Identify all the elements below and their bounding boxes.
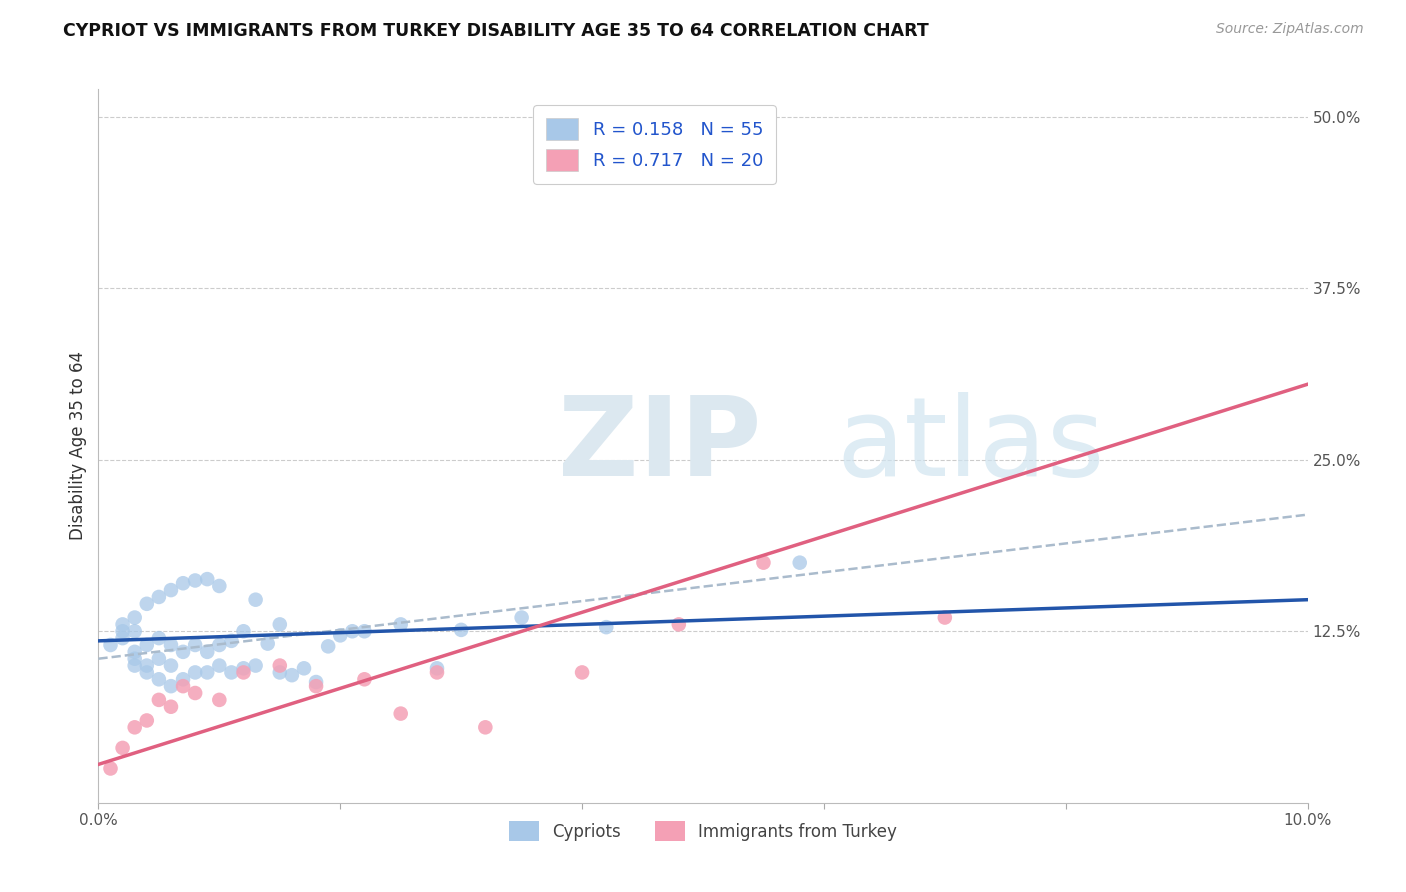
Point: [184, 686, 207, 700]
Point: [426, 661, 449, 675]
Point: [752, 556, 775, 570]
Point: [353, 673, 375, 687]
Point: [474, 720, 496, 734]
Point: [292, 661, 315, 675]
Point: [124, 651, 146, 665]
Point: [305, 675, 328, 690]
Point: [148, 673, 170, 687]
Point: [124, 720, 146, 734]
Point: [450, 623, 472, 637]
Point: [256, 637, 278, 651]
Point: [172, 576, 194, 591]
Point: [160, 699, 183, 714]
Point: [172, 645, 194, 659]
Point: [668, 617, 690, 632]
Point: [281, 668, 304, 682]
Text: atlas: atlas: [837, 392, 1105, 500]
Point: [329, 628, 352, 642]
Point: [148, 631, 170, 645]
Point: [172, 673, 194, 687]
Point: [389, 706, 412, 721]
Point: [148, 693, 170, 707]
Text: Source: ZipAtlas.com: Source: ZipAtlas.com: [1216, 22, 1364, 37]
Point: [342, 624, 364, 639]
Point: [160, 638, 183, 652]
Point: [160, 583, 183, 598]
Point: [221, 665, 243, 680]
Y-axis label: Disability Age 35 to 64: Disability Age 35 to 64: [69, 351, 87, 541]
Point: [232, 665, 254, 680]
Point: [208, 693, 231, 707]
Point: [208, 658, 231, 673]
Point: [208, 579, 231, 593]
Point: [595, 620, 617, 634]
Point: [124, 624, 146, 639]
Point: [148, 590, 170, 604]
Point: [135, 597, 157, 611]
Point: [195, 572, 218, 586]
Point: [135, 658, 157, 673]
Point: [184, 665, 207, 680]
Point: [571, 665, 593, 680]
Point: [160, 658, 183, 673]
Point: [111, 617, 134, 632]
Point: [269, 665, 291, 680]
Point: [184, 574, 207, 588]
Point: [353, 624, 375, 639]
Point: [269, 617, 291, 632]
Point: [208, 638, 231, 652]
Point: [124, 645, 146, 659]
Point: [221, 633, 243, 648]
Point: [135, 638, 157, 652]
Point: [111, 631, 134, 645]
Point: [269, 658, 291, 673]
Point: [135, 714, 157, 728]
Point: [305, 679, 328, 693]
Point: [232, 661, 254, 675]
Text: CYPRIOT VS IMMIGRANTS FROM TURKEY DISABILITY AGE 35 TO 64 CORRELATION CHART: CYPRIOT VS IMMIGRANTS FROM TURKEY DISABI…: [63, 22, 929, 40]
Point: [389, 617, 412, 632]
Point: [245, 592, 267, 607]
Point: [789, 556, 811, 570]
Point: [232, 624, 254, 639]
Point: [124, 658, 146, 673]
Point: [316, 640, 339, 654]
Legend: Cypriots, Immigrants from Turkey: Cypriots, Immigrants from Turkey: [502, 814, 904, 848]
Point: [148, 651, 170, 665]
Point: [124, 610, 146, 624]
Point: [426, 665, 449, 680]
Point: [195, 665, 218, 680]
Point: [172, 679, 194, 693]
Point: [195, 645, 218, 659]
Point: [111, 624, 134, 639]
Point: [510, 610, 533, 624]
Point: [934, 610, 956, 624]
Point: [135, 665, 157, 680]
Point: [184, 638, 207, 652]
Point: [245, 658, 267, 673]
Point: [160, 679, 183, 693]
Text: ZIP: ZIP: [558, 392, 761, 500]
Point: [100, 638, 122, 652]
Point: [100, 762, 122, 776]
Point: [111, 740, 134, 755]
